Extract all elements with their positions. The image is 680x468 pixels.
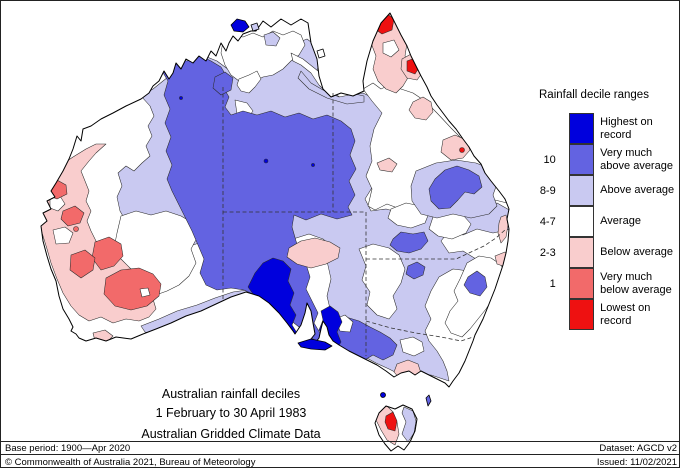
copyright-text: © Commonwealth of Australia 2021, Bureau… [5,456,256,468]
map-titles: Australian rainfall deciles 1 February t… [71,387,391,441]
border-nsw-vic [365,320,474,342]
legend-range: 10 [543,153,556,166]
region-below-average-nsw-coast1 [497,214,509,244]
mainland-coastline [40,12,510,388]
legend-row-below: 2-3 Below average [521,237,679,268]
border-qld-nsw [366,229,506,260]
region-average-wa-hole2 [52,226,74,245]
legend-row-lowest: Lowest on record [521,299,679,330]
legend-label: Average [600,215,641,228]
legend-title: Rainfall decile ranges [539,89,649,101]
region-average-capeyork-hole [382,39,400,58]
legend-swatch-highest [568,113,595,144]
legend-range: 2-3 [539,246,556,259]
legend-swatch-very-much-below [568,268,595,299]
legend-range: 4-7 [539,215,556,228]
footer-bar-copyright: © Commonwealth of Australia 2021, Bureau… [1,454,679,468]
footer-bar-dataset: Base period: 1900—Apr 2020 Dataset: AGCD… [1,441,679,454]
tasmania-coastline [374,404,418,452]
tiwi-island-east [250,22,260,32]
region-average-vic-hole [399,336,425,357]
map-title-line3: Australian Gridded Climate Data [141,427,321,441]
region-very-much-below-wa2 [60,205,85,227]
legend-range [521,299,569,330]
region-below-average-qld-d [376,157,398,173]
legend-range: 1 [549,277,556,290]
region-very-much-above-nsw-a [389,231,429,254]
legend-swatch-very-much-above [568,144,595,175]
legend-label: Very much above average [600,147,673,172]
legend-range [521,113,569,144]
map-title-line2: 1 February to 30 April 1983 [155,406,307,420]
region-above-average-gove-patch [309,27,321,40]
islands [230,18,432,407]
region-tas-lowest [384,411,398,432]
state-borders [222,87,506,356]
legend: Rainfall decile ranges Highest on record… [521,89,679,330]
legend-label: Highest on record [600,116,653,141]
region-average-wa-hole3 [139,287,151,298]
region-very-much-above-nsw-b [405,261,426,280]
legend-row-average: 4-7 Average [521,206,679,237]
legend-swatch-lowest [568,299,595,330]
region-highest-dot-1 [179,96,183,100]
region-very-much-above-nt-blob [212,71,234,96]
king-island [380,392,386,398]
legend-row-very-much-below: 1 Very much below average [521,268,679,299]
legend-row-very-much-above: 10 Very much above average [521,144,679,175]
issued-text: Issued: 11/02/2021 [596,456,677,468]
region-above-average-topend-patch [263,31,281,47]
region-highest-dot-3 [311,163,315,167]
legend-label: Below average [600,246,673,259]
region-very-much-above-central [160,54,357,354]
tiwi-island [230,18,250,33]
region-highest-dot-2 [263,158,269,164]
legend-swatch-average [568,206,595,237]
legend-label: Above average [600,184,675,197]
region-above-average-gulf-strip [297,70,365,105]
flinders-island [425,394,432,407]
region-below-average-qld-b [408,96,434,121]
region-below-average-qld-c [440,134,471,161]
base-period-text: Base period: 1900—Apr 2020 [5,442,131,454]
legend-row-above: 8-9 Above average [521,175,679,206]
legend-label: Lowest on record [600,302,651,327]
region-very-much-below-wa5 [103,267,162,311]
region-average-sa-nsw [358,243,406,320]
region-very-much-above-nsw-east [463,270,488,297]
region-tas-above [401,406,417,443]
kangaroo-island [297,338,333,351]
region-lowest-qld-dot [459,147,465,153]
legend-label: Very much below average [600,271,672,296]
legend-swatch-above [568,175,595,206]
region-very-much-below-wa-dot [73,226,79,232]
groote-island [316,48,326,59]
map-title-line1: Australian rainfall deciles [161,387,301,401]
legend-range: 8-9 [539,184,556,197]
legend-row-highest: Highest on record [521,113,679,144]
region-very-much-above-sqld [428,165,483,210]
dataset-text: Dataset: AGCD v2 [599,442,677,454]
legend-swatch-below [568,237,595,268]
region-below-average-sa [286,237,341,269]
region-very-much-below-wa4 [69,249,96,279]
region-average-topend-wedge [236,70,262,94]
